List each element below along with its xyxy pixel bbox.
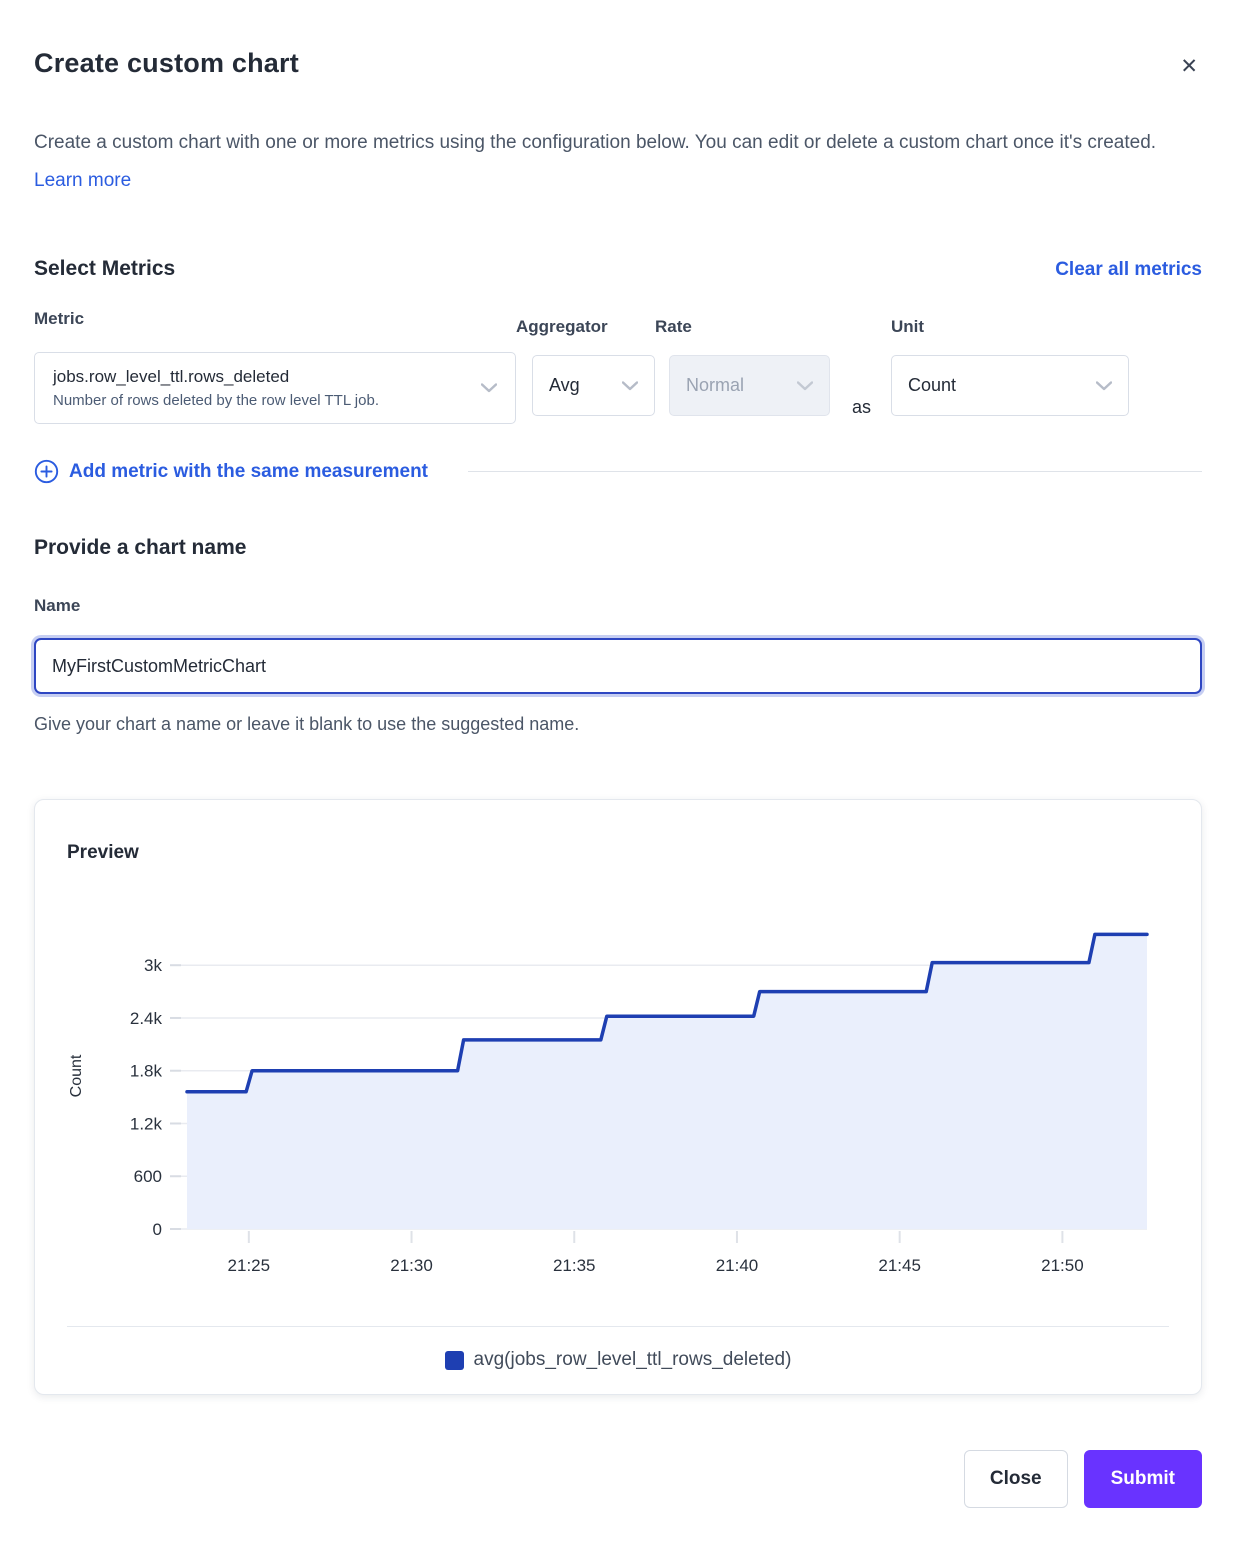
rate-label: Rate [655, 317, 692, 336]
learn-more-link[interactable]: Learn more [34, 170, 132, 191]
rate-select-value: Normal [686, 375, 745, 395]
unit-group: Unit Count [891, 309, 1130, 416]
legend-swatch [444, 1350, 464, 1370]
chevron-down-icon [481, 383, 497, 393]
svg-text:1.8k: 1.8k [130, 1062, 163, 1081]
aggregator-select-value: Avg [549, 375, 580, 395]
metric-select-value: jobs.row_level_ttl.rows_deleted [53, 367, 290, 386]
chevron-down-icon [797, 380, 813, 390]
metric-group: Metric jobs.row_level_ttl.rows_deleted N… [34, 309, 516, 424]
svg-text:Count: Count [68, 1054, 85, 1097]
add-metric-link[interactable]: Add metric with the same measurement [34, 459, 428, 484]
metric-select[interactable]: jobs.row_level_ttl.rows_deleted Number o… [34, 352, 516, 424]
preview-chart: 0 600 1.2k 1.8k 2.4k 3k 21:25 21:30 21:35 21:40 21… [67, 888, 1169, 1288]
name-label: Name [34, 596, 81, 615]
aggregator-label: Aggregator [516, 317, 608, 336]
rate-group: Rate Normal [655, 309, 830, 416]
submit-button[interactable]: Submit [1083, 1450, 1202, 1508]
unit-select[interactable]: Count [891, 355, 1130, 416]
rate-select[interactable]: Normal [669, 355, 830, 416]
svg-text:2.4k: 2.4k [130, 1009, 163, 1028]
metric-select-texts: jobs.row_level_ttl.rows_deleted Number o… [53, 367, 469, 409]
modal-header: Create custom chart ✕ [34, 48, 1202, 81]
svg-text:0: 0 [153, 1220, 162, 1239]
plus-circle-icon [34, 459, 59, 484]
divider [67, 1326, 1169, 1327]
svg-text:3k: 3k [144, 956, 162, 975]
svg-text:21:45: 21:45 [878, 1256, 921, 1275]
aggregator-select[interactable]: Avg [532, 355, 655, 416]
svg-text:21:50: 21:50 [1041, 1256, 1084, 1275]
unit-label: Unit [891, 317, 925, 336]
svg-text:21:35: 21:35 [553, 1256, 596, 1275]
svg-text:21:30: 21:30 [390, 1256, 433, 1275]
metric-label: Metric [34, 309, 85, 328]
add-metric-row: Add metric with the same measurement [34, 459, 1202, 484]
close-button[interactable]: Close [963, 1450, 1068, 1508]
metric-config-row: Metric jobs.row_level_ttl.rows_deleted N… [34, 309, 1202, 424]
as-label: as [852, 397, 872, 417]
svg-text:21:25: 21:25 [228, 1256, 271, 1275]
select-metrics-heading: Select Metrics [34, 257, 176, 280]
description-text: Create a custom chart with one or more m… [34, 132, 1157, 153]
select-metrics-header: Select Metrics Clear all metrics [34, 257, 1202, 281]
preview-chart-svg: 0 600 1.2k 1.8k 2.4k 3k 21:25 21:30 21:35 21:40 21… [68, 932, 1149, 1275]
modal-footer: Close Submit [34, 1450, 1202, 1508]
close-icon[interactable]: ✕ [1176, 52, 1202, 81]
preview-card: Preview 0 600 1.2k 1.8k 2.4k 3k 21:25 21:30 21:3… [34, 799, 1202, 1395]
legend-label: avg(jobs_row_level_ttl_rows_deleted) [473, 1349, 792, 1370]
aggregator-group: Aggregator Avg [516, 309, 655, 416]
unit-select-value: Count [908, 375, 957, 395]
name-helper-text: Give your chart a name or leave it blank… [34, 714, 580, 734]
chart-name-input[interactable] [34, 638, 1202, 694]
svg-text:1.2k: 1.2k [130, 1114, 163, 1133]
divider [468, 471, 1202, 472]
svg-text:600: 600 [134, 1167, 162, 1186]
metric-select-description: Number of rows deleted by the row level … [53, 392, 379, 409]
page-title: Create custom chart [34, 48, 299, 78]
modal-description: Create a custom chart with one or more m… [34, 124, 1184, 200]
chart-name-heading: Provide a chart name [34, 536, 247, 559]
chevron-down-icon [622, 380, 638, 390]
chevron-down-icon [1096, 380, 1113, 390]
svg-text:21:40: 21:40 [716, 1256, 759, 1275]
preview-heading: Preview [67, 842, 139, 863]
chart-legend: avg(jobs_row_level_ttl_rows_deleted) [67, 1349, 1169, 1371]
add-metric-label: Add metric with the same measurement [69, 460, 428, 482]
clear-all-metrics-link[interactable]: Clear all metrics [1055, 259, 1202, 280]
